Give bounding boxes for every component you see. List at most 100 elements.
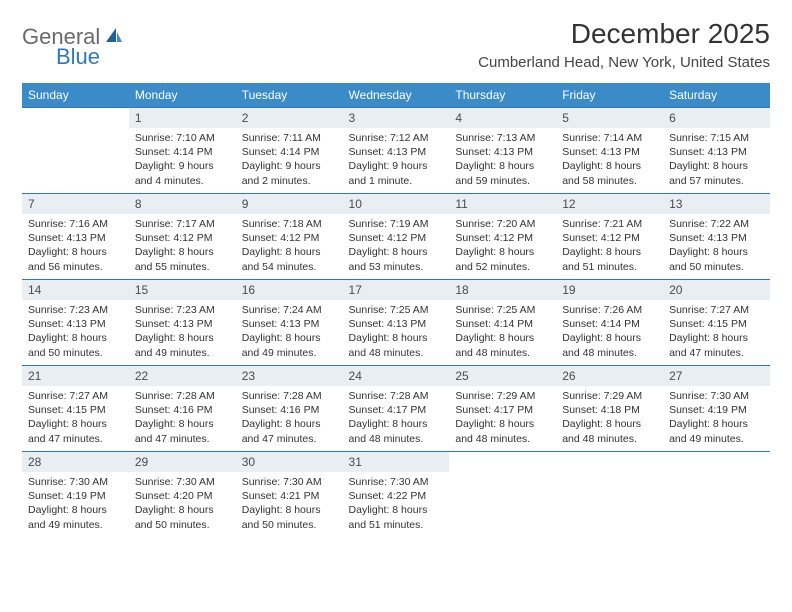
day-number: 30 bbox=[236, 452, 343, 472]
day-cell: 23Sunrise: 7:28 AMSunset: 4:16 PMDayligh… bbox=[236, 366, 343, 452]
daylight-text: Daylight: 8 hours and 54 minutes. bbox=[242, 245, 337, 273]
dow-friday: Friday bbox=[556, 83, 663, 108]
day-number: 22 bbox=[129, 366, 236, 386]
sunset-text: Sunset: 4:16 PM bbox=[135, 403, 230, 417]
dow-saturday: Saturday bbox=[663, 83, 770, 108]
day-number bbox=[663, 452, 770, 458]
day-number: 14 bbox=[22, 280, 129, 300]
day-number: 19 bbox=[556, 280, 663, 300]
sunset-text: Sunset: 4:13 PM bbox=[455, 145, 550, 159]
sunset-text: Sunset: 4:16 PM bbox=[242, 403, 337, 417]
day-cell: 18Sunrise: 7:25 AMSunset: 4:14 PMDayligh… bbox=[449, 280, 556, 366]
day-data: Sunrise: 7:25 AMSunset: 4:14 PMDaylight:… bbox=[449, 300, 556, 364]
day-number: 7 bbox=[22, 194, 129, 214]
day-cell: 7Sunrise: 7:16 AMSunset: 4:13 PMDaylight… bbox=[22, 194, 129, 280]
sunset-text: Sunset: 4:13 PM bbox=[349, 145, 444, 159]
day-cell: 22 Sunrise: 7:28 AMSunset: 4:16 PMDayligh… bbox=[129, 366, 236, 452]
day-data: Sunrise: 7:16 AMSunset: 4:13 PMDaylight:… bbox=[22, 214, 129, 278]
daylight-text: Daylight: 8 hours and 52 minutes. bbox=[455, 245, 550, 273]
daylight-text: Daylight: 9 hours and 1 minute. bbox=[349, 159, 444, 187]
daylight-text: Daylight: 8 hours and 50 minutes. bbox=[669, 245, 764, 273]
day-cell: 24Sunrise: 7:28 AMSunset: 4:17 PMDayligh… bbox=[343, 366, 450, 452]
sunset-text: Sunset: 4:12 PM bbox=[242, 231, 337, 245]
week-row: 1Sunrise: 7:10 AMSunset: 4:14 PMDaylight… bbox=[22, 108, 770, 194]
sunset-text: Sunset: 4:14 PM bbox=[242, 145, 337, 159]
sunset-text: Sunset: 4:20 PM bbox=[135, 489, 230, 503]
dow-wednesday: Wednesday bbox=[343, 83, 450, 108]
day-cell: 28Sunrise: 7:30 AMSunset: 4:19 PMDayligh… bbox=[22, 452, 129, 538]
sunrise-text: Sunrise: 7:23 AM bbox=[28, 303, 123, 317]
day-data: Sunrise: 7:10 AMSunset: 4:14 PMDaylight:… bbox=[129, 128, 236, 192]
daylight-text: Daylight: 8 hours and 49 minutes. bbox=[135, 331, 230, 359]
daylight-text: Daylight: 8 hours and 49 minutes. bbox=[669, 417, 764, 445]
sunrise-text: Sunrise: 7:20 AM bbox=[455, 217, 550, 231]
day-number bbox=[22, 108, 129, 114]
daylight-text: Daylight: 8 hours and 48 minutes. bbox=[349, 331, 444, 359]
day-number bbox=[449, 452, 556, 458]
sunrise-text: Sunrise: 7:23 AM bbox=[135, 303, 230, 317]
day-number: 13 bbox=[663, 194, 770, 214]
day-data: Sunrise: 7:11 AMSunset: 4:14 PMDaylight:… bbox=[236, 128, 343, 192]
day-number: 24 bbox=[343, 366, 450, 386]
sunrise-text: Sunrise: 7:30 AM bbox=[349, 475, 444, 489]
day-cell: 25Sunrise: 7:29 AMSunset: 4:17 PMDayligh… bbox=[449, 366, 556, 452]
day-number: 6 bbox=[663, 108, 770, 128]
day-data: Sunrise: 7:30 AMSunset: 4:19 PMDaylight:… bbox=[22, 472, 129, 536]
day-cell: 11Sunrise: 7:20 AMSunset: 4:12 PMDayligh… bbox=[449, 194, 556, 280]
daylight-text: Daylight: 8 hours and 48 minutes. bbox=[455, 331, 550, 359]
day-data: Sunrise: 7:14 AMSunset: 4:13 PMDaylight:… bbox=[556, 128, 663, 192]
sunrise-text: Sunrise: 7:29 AM bbox=[455, 389, 550, 403]
dow-thursday: Thursday bbox=[449, 83, 556, 108]
daylight-text: Daylight: 8 hours and 49 minutes. bbox=[242, 331, 337, 359]
days-of-week-row: Sunday Monday Tuesday Wednesday Thursday… bbox=[22, 83, 770, 108]
logo-text-blue: Blue bbox=[56, 44, 100, 70]
sunrise-text: Sunrise: 7:27 AM bbox=[669, 303, 764, 317]
calendar-body: 1Sunrise: 7:10 AMSunset: 4:14 PMDaylight… bbox=[22, 108, 770, 538]
day-number: 5 bbox=[556, 108, 663, 128]
day-number: 10 bbox=[343, 194, 450, 214]
day-cell: 31Sunrise: 7:30 AMSunset: 4:22 PMDayligh… bbox=[343, 452, 450, 538]
sunset-text: Sunset: 4:17 PM bbox=[455, 403, 550, 417]
logo: General Blue bbox=[22, 18, 126, 50]
title-block: December 2025 Cumberland Head, New York,… bbox=[478, 18, 770, 71]
day-data: Sunrise: 7:23 AMSunset: 4:13 PMDaylight:… bbox=[22, 300, 129, 364]
sunrise-text: Sunrise: 7:30 AM bbox=[669, 389, 764, 403]
day-cell: 9Sunrise: 7:18 AMSunset: 4:12 PMDaylight… bbox=[236, 194, 343, 280]
day-cell: 2Sunrise: 7:11 AMSunset: 4:14 PMDaylight… bbox=[236, 108, 343, 194]
day-data: Sunrise: 7:19 AMSunset: 4:12 PMDaylight:… bbox=[343, 214, 450, 278]
day-number bbox=[556, 452, 663, 458]
day-data: Sunrise: 7:22 AMSunset: 4:13 PMDaylight:… bbox=[663, 214, 770, 278]
day-data: Sunrise: 7:30 AMSunset: 4:20 PMDaylight:… bbox=[129, 472, 236, 536]
day-number: 9 bbox=[236, 194, 343, 214]
day-cell: 21Sunrise: 7:27 AMSunset: 4:15 PMDayligh… bbox=[22, 366, 129, 452]
daylight-text: Daylight: 9 hours and 4 minutes. bbox=[135, 159, 230, 187]
daylight-text: Daylight: 8 hours and 47 minutes. bbox=[135, 417, 230, 445]
week-row: 14Sunrise: 7:23 AMSunset: 4:13 PMDayligh… bbox=[22, 280, 770, 366]
sunrise-text: Sunrise: 7:28 AM bbox=[135, 389, 230, 403]
day-number: 20 bbox=[663, 280, 770, 300]
daylight-text: Daylight: 8 hours and 56 minutes. bbox=[28, 245, 123, 273]
daylight-text: Daylight: 8 hours and 48 minutes. bbox=[562, 417, 657, 445]
daylight-text: Daylight: 8 hours and 53 minutes. bbox=[349, 245, 444, 273]
day-cell: 19Sunrise: 7:26 AMSunset: 4:14 PMDayligh… bbox=[556, 280, 663, 366]
sunset-text: Sunset: 4:12 PM bbox=[562, 231, 657, 245]
daylight-text: Daylight: 8 hours and 50 minutes. bbox=[28, 331, 123, 359]
day-number: 21 bbox=[22, 366, 129, 386]
day-cell: 1Sunrise: 7:10 AMSunset: 4:14 PMDaylight… bbox=[129, 108, 236, 194]
day-cell: 27 Sunrise: 7:30 AMSunset: 4:19 PMDayligh… bbox=[663, 366, 770, 452]
day-number: 17 bbox=[343, 280, 450, 300]
day-cell: 29Sunrise: 7:30 AMSunset: 4:20 PMDayligh… bbox=[129, 452, 236, 538]
day-number: 25 bbox=[449, 366, 556, 386]
day-data: Sunrise: 7:12 AMSunset: 4:13 PMDaylight:… bbox=[343, 128, 450, 192]
sunset-text: Sunset: 4:19 PM bbox=[669, 403, 764, 417]
day-data: Sunrise: 7:30 AMSunset: 4:22 PMDaylight:… bbox=[343, 472, 450, 536]
day-number: 16 bbox=[236, 280, 343, 300]
week-row: 7Sunrise: 7:16 AMSunset: 4:13 PMDaylight… bbox=[22, 194, 770, 280]
sunrise-text: Sunrise: 7:22 AM bbox=[669, 217, 764, 231]
calendar-table: Sunday Monday Tuesday Wednesday Thursday… bbox=[22, 83, 770, 538]
day-data: Sunrise: 7:24 AMSunset: 4:13 PMDaylight:… bbox=[236, 300, 343, 364]
day-cell: 3Sunrise: 7:12 AMSunset: 4:13 PMDaylight… bbox=[343, 108, 450, 194]
sunset-text: Sunset: 4:12 PM bbox=[349, 231, 444, 245]
day-cell: 6Sunrise: 7:15 AMSunset: 4:13 PMDaylight… bbox=[663, 108, 770, 194]
day-number: 27 bbox=[663, 366, 770, 386]
